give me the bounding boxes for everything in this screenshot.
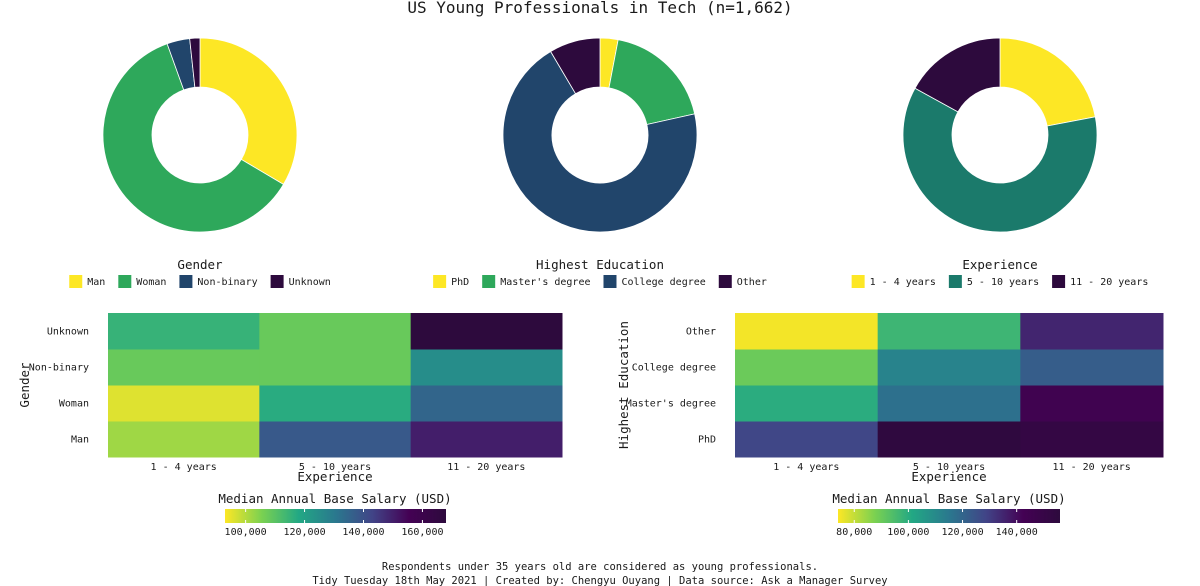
legend-title: Highest Education [536, 257, 664, 272]
y-axis-title: Highest Education [616, 321, 631, 449]
x-tick-label: 5 - 10 years [299, 462, 371, 473]
heatmap-cell-other-5-10-years [877, 313, 1021, 350]
heatmap-cell-phd-11-20-years [1020, 421, 1164, 458]
heatmap-cell-other-11-20-years [1020, 313, 1164, 350]
donut-slice-man [199, 37, 298, 185]
colorbar-tick-label: 120,000 [941, 527, 983, 538]
legend-label-college-degree: College degree [621, 277, 705, 288]
heatmap-cell-other-1-4-years [735, 313, 879, 350]
heatmap-cell-non-binary-1-4-years [108, 349, 260, 386]
colorbar-title: Median Annual Base Salary (USD) [218, 491, 451, 506]
caption-note: Respondents under 35 years old are consi… [382, 561, 818, 573]
legend-swatch-5-10-years [948, 275, 962, 288]
y-tick-label: Non-binary [29, 363, 89, 374]
colorbar-tick-label: 140,000 [996, 527, 1038, 538]
caption-credits: Tidy Tuesday 18th May 2021 | Created by:… [312, 575, 887, 586]
colorbar-tick-label: 140,000 [342, 527, 384, 538]
legend-swatch-1-4-years [851, 275, 865, 288]
y-tick-label: PhD [698, 435, 716, 446]
heatmap-cell-unknown-5-10-years [259, 313, 412, 350]
heatmap-cell-woman-11-20-years [410, 385, 563, 422]
heatmaps: Man Woman Non-binary Unknown 1 - 4 years 5 - … [17, 313, 1164, 538]
heatmap-cell-college-degree-5-10-years [877, 349, 1021, 386]
colorbar [838, 509, 1060, 523]
x-tick-label: 11 - 20 years [1053, 462, 1131, 473]
colorbar-tick-label: 100,000 [887, 527, 929, 538]
legend-label-woman: Woman [136, 277, 166, 288]
heatmap-cell-master-s-degree-11-20-years [1020, 385, 1164, 422]
legend-swatch-college-degree [603, 275, 617, 288]
heatmap-cell-phd-5-10-years [877, 421, 1021, 458]
legend-title: Experience [962, 257, 1037, 272]
colorbar [225, 509, 446, 523]
heatmap-cell-non-binary-5-10-years [259, 349, 412, 386]
y-tick-label: Other [686, 327, 716, 338]
legend-swatch-other [718, 275, 732, 288]
legend-label-unknown: Unknown [289, 277, 331, 288]
heatmap-gender: Man Woman Non-binary Unknown 1 - 4 years 5 - … [17, 313, 563, 538]
x-axis-title: Experience [297, 469, 372, 484]
donut-slice-woman [102, 43, 285, 233]
heatmap-cell-non-binary-11-20-years [410, 349, 563, 386]
legend-swatch-non-binary [179, 275, 193, 288]
legend-label-man: Man [87, 277, 105, 288]
heatmap-highest-education: PhD Master's degree College degree Other 1 -… [616, 313, 1164, 538]
y-axis-title: Gender [17, 362, 32, 408]
legend-swatch-unknown [270, 275, 284, 288]
y-tick-label: Master's degree [626, 399, 716, 410]
legend-swatch-11-20-years [1052, 275, 1066, 288]
legend-label-phd: PhD [451, 277, 469, 288]
x-axis-title: Experience [911, 469, 986, 484]
heatmap-cell-woman-5-10-years [259, 385, 412, 422]
legend-swatch-master-s-degree [482, 275, 496, 288]
x-tick-label: 11 - 20 years [447, 462, 525, 473]
y-tick-label: Unknown [47, 327, 89, 338]
x-tick-label: 1 - 4 years [151, 462, 217, 473]
heatmap-cell-woman-1-4-years [108, 385, 260, 422]
donut-slice-college-degree [502, 50, 698, 233]
heatmap-cell-unknown-1-4-years [108, 313, 260, 350]
heatmap-cell-master-s-degree-1-4-years [735, 385, 879, 422]
legend-label-11-20-years: 11 - 20 years [1070, 277, 1148, 288]
y-tick-label: College degree [632, 363, 716, 374]
donut-legends: Gender Man Woman Non-binary Unknown Highest E… [69, 257, 1148, 288]
colorbar-tick-label: 100,000 [225, 527, 267, 538]
donut-slice-5-10-years [902, 87, 1098, 233]
colorbar-tick-label: 160,000 [401, 527, 443, 538]
legend-swatch-woman [118, 275, 132, 288]
colorbar-title: Median Annual Base Salary (USD) [832, 491, 1065, 506]
legend-swatch-phd [433, 275, 447, 288]
donut-charts [102, 37, 1098, 233]
donut-slice-unknown [189, 37, 201, 88]
colorbar-tick-label: 80,000 [836, 527, 872, 538]
heatmap-cell-college-degree-11-20-years [1020, 349, 1164, 386]
donut-slice-other [550, 37, 601, 95]
legend-label-other: Other [737, 277, 767, 288]
legend-swatch-man [69, 275, 83, 288]
y-tick-label: Man [71, 435, 89, 446]
legend-label-5-10-years: 5 - 10 years [967, 277, 1039, 288]
colorbar-tick-label: 120,000 [283, 527, 325, 538]
heatmap-cell-master-s-degree-5-10-years [877, 385, 1021, 422]
legend-label-1-4-years: 1 - 4 years [870, 277, 936, 288]
x-tick-label: 5 - 10 years [913, 462, 985, 473]
donut-slice-11-20-years [914, 37, 1001, 113]
y-tick-label: Woman [59, 399, 89, 410]
x-tick-label: 1 - 4 years [773, 462, 839, 473]
heatmap-cell-college-degree-1-4-years [735, 349, 879, 386]
heatmap-cell-man-1-4-years [108, 421, 260, 458]
heatmap-cell-phd-1-4-years [735, 421, 879, 458]
page-title: US Young Professionals in Tech (n=1,662) [407, 0, 792, 17]
donut-slice-1-4-years [999, 37, 1096, 127]
heatmap-cell-unknown-11-20-years [410, 313, 563, 350]
heatmap-cell-man-11-20-years [410, 421, 563, 458]
legend-label-master-s-degree: Master's degree [500, 277, 590, 288]
legend-label-non-binary: Non-binary [197, 277, 257, 288]
heatmap-cell-man-5-10-years [259, 421, 412, 458]
legend-title: Gender [177, 257, 223, 272]
donut-slice-master-s-degree [608, 39, 696, 126]
